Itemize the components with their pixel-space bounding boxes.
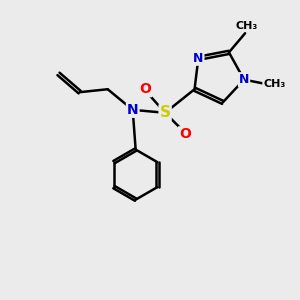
- Text: N: N: [239, 73, 249, 86]
- Text: O: O: [179, 127, 191, 141]
- Text: N: N: [127, 103, 139, 117]
- Text: CH₃: CH₃: [263, 79, 286, 89]
- Text: S: S: [160, 105, 171, 120]
- Text: CH₃: CH₃: [236, 21, 258, 31]
- Text: O: O: [140, 82, 151, 96]
- Text: N: N: [193, 52, 203, 65]
